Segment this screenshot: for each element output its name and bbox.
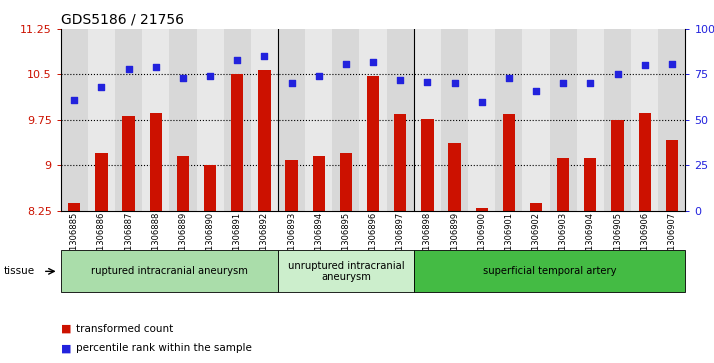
Bar: [123, 115, 135, 211]
Bar: [658, 29, 685, 211]
Bar: [604, 29, 631, 211]
Point: [96, 84, 107, 90]
Point: [367, 59, 378, 65]
Bar: [638, 113, 650, 211]
Bar: [340, 153, 352, 211]
Bar: [258, 70, 271, 211]
Bar: [414, 29, 441, 211]
Text: percentile rank within the sample: percentile rank within the sample: [76, 343, 252, 354]
Point: [204, 73, 216, 79]
Bar: [584, 158, 596, 211]
Point: [395, 77, 406, 83]
Bar: [503, 114, 515, 211]
Bar: [223, 29, 251, 211]
Bar: [61, 29, 88, 211]
Point: [69, 97, 80, 103]
Bar: [177, 156, 189, 211]
Text: tissue: tissue: [4, 266, 35, 276]
Text: ■: ■: [61, 343, 71, 354]
Point: [258, 53, 270, 59]
Bar: [231, 74, 243, 211]
Bar: [142, 29, 169, 211]
Bar: [313, 156, 325, 211]
Bar: [441, 29, 468, 211]
Bar: [611, 120, 623, 211]
Point: [666, 61, 678, 66]
Bar: [150, 113, 162, 211]
Text: GDS5186 / 21756: GDS5186 / 21756: [61, 12, 183, 26]
Bar: [367, 76, 379, 211]
Text: ruptured intracranial aneurysm: ruptured intracranial aneurysm: [91, 266, 248, 276]
Bar: [523, 29, 550, 211]
Bar: [332, 29, 359, 211]
Bar: [96, 153, 108, 211]
Bar: [496, 29, 523, 211]
Point: [313, 73, 324, 79]
Text: ■: ■: [61, 323, 71, 334]
Point: [449, 81, 461, 86]
Point: [422, 79, 433, 85]
Bar: [421, 119, 433, 211]
Bar: [204, 165, 216, 211]
Text: transformed count: transformed count: [76, 323, 174, 334]
Bar: [394, 114, 406, 211]
Bar: [530, 203, 542, 211]
Bar: [631, 29, 658, 211]
Point: [177, 75, 188, 81]
Point: [503, 75, 515, 81]
Bar: [550, 29, 577, 211]
Bar: [286, 160, 298, 211]
Point: [531, 88, 542, 94]
Point: [612, 72, 623, 77]
Bar: [68, 203, 81, 211]
Bar: [577, 29, 604, 211]
Point: [340, 61, 351, 66]
Point: [286, 81, 297, 86]
Bar: [305, 29, 332, 211]
Bar: [557, 158, 569, 211]
Point: [150, 64, 161, 70]
Bar: [196, 29, 223, 211]
Bar: [665, 140, 678, 211]
Bar: [448, 143, 461, 211]
Bar: [476, 208, 488, 211]
Bar: [251, 29, 278, 211]
Bar: [387, 29, 414, 211]
Bar: [468, 29, 496, 211]
Point: [476, 99, 488, 105]
Text: superficial temporal artery: superficial temporal artery: [483, 266, 616, 276]
Bar: [359, 29, 387, 211]
Point: [123, 66, 134, 72]
Point: [639, 62, 650, 68]
Bar: [169, 29, 196, 211]
Text: unruptured intracranial
aneurysm: unruptured intracranial aneurysm: [288, 261, 404, 282]
Bar: [278, 29, 305, 211]
Point: [585, 81, 596, 86]
Point: [558, 81, 569, 86]
Point: [231, 57, 243, 63]
Bar: [88, 29, 115, 211]
Bar: [115, 29, 142, 211]
